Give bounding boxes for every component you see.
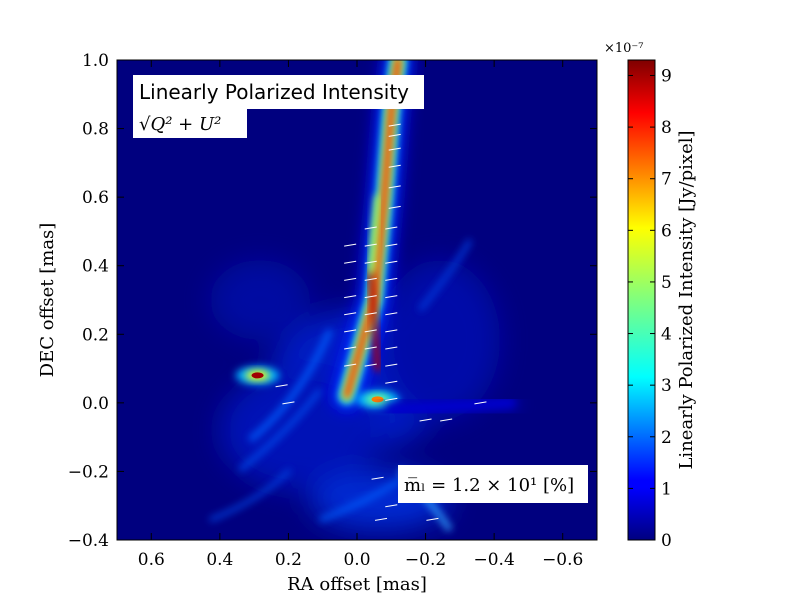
y-tick-label: 0.2 [82,325,109,345]
colorbar-tick-label: 2 [661,428,672,448]
evpa-vector [344,346,357,350]
colorbar-tick-label: 9 [661,66,672,86]
evpa-vector [275,384,288,388]
evpa-vector [385,504,398,508]
evpa-vector [385,346,398,350]
x-tick-label: −0.4 [474,550,515,570]
feature-west-arm [383,394,520,418]
y-tick-label: 0.0 [82,394,109,414]
colorbar [627,59,656,541]
y-tick-label: 1.0 [82,51,109,71]
evpa-vector [364,277,377,281]
evpa-vector [364,363,377,367]
evpa-vector [385,380,398,384]
x-tick-label: −0.6 [542,550,583,570]
evpa-vector [344,295,357,299]
evpa-vector [385,295,398,299]
y-tick-label: 0.8 [82,120,109,140]
label-box-mean [398,465,588,503]
colorbar-tick-label: 5 [661,273,672,293]
y-tick-label: 0.6 [82,188,109,208]
evpa-vector [385,277,398,281]
colorbar-tick-label: 0 [661,531,672,551]
evpa-vector [385,397,398,401]
evpa-vectors [275,123,487,521]
label-box-title [133,75,424,109]
colorbar-label: Linearly Polarized Intensity [Jy/pixel] [676,130,697,469]
evpa-vector [388,123,401,127]
evpa-vector [344,260,357,264]
colorbar-tick-label: 4 [661,325,672,345]
evpa-vector [385,226,398,230]
evpa-vector [282,401,295,405]
y-axis-ticks: −0.4 −0.2 0.0 0.2 0.4 0.6 0.8 1.0 [68,51,597,551]
label-box-formula [133,108,247,138]
x-tick-label: −0.2 [405,550,446,570]
y-tick-label: −0.4 [68,531,109,551]
x-tick-label: 0.4 [206,550,233,570]
mean-fractional-polarization-label: m̅ₗ = 1.2 × 10¹ [%] [404,475,574,496]
evpa-vector [364,329,377,333]
evpa-vector [385,312,398,316]
evpa-vector [364,243,377,247]
evpa-vector [344,243,357,247]
x-axis-ticks: 0.6 0.4 0.2 0.0 −0.2 −0.4 −0.6 [138,60,583,570]
y-axis-label: DEC offset [mas] [37,223,58,378]
evpa-vector [364,346,377,350]
evpa-vector [388,185,401,189]
evpa-vector [364,226,377,230]
evpa-vector [388,147,401,151]
evpa-vector [385,329,398,333]
evpa-vector [344,312,357,316]
evpa-vector [388,164,401,168]
colorbar-ticks: 0 1 2 3 4 5 6 7 8 9 [628,66,672,551]
evpa-vector [388,133,401,137]
evpa-vector [385,260,398,264]
evpa-vector [371,476,384,480]
colorbar-tick-label: 7 [661,170,672,190]
evpa-vector [344,363,357,367]
evpa-vector [385,243,398,247]
colorbar-tick-label: 6 [661,221,672,241]
evpa-vector [440,418,453,422]
colorbar-tick-label: 3 [661,376,672,396]
colorbar-tick-label: 8 [661,118,672,138]
evpa-vector [385,363,398,367]
evpa-vector [344,329,357,333]
x-tick-label: 0.6 [138,550,165,570]
x-axis-label: RA offset [mas] [287,574,427,595]
y-tick-label: −0.2 [68,462,109,482]
polarized-intensity-label: Linearly Polarized Intensity [139,80,409,104]
x-tick-label: 0.0 [343,550,370,570]
evpa-vector [364,312,377,316]
colorbar-multiplier: ×10⁻⁷ [604,41,644,56]
evpa-vector [374,517,388,521]
evpa-vector [388,205,401,209]
evpa-vector [419,418,432,422]
formula-label: √Q² + U² [139,114,221,135]
y-tick-label: 0.4 [82,257,109,277]
evpa-vector [344,277,357,281]
evpa-vector [426,517,439,521]
feature-knot-east [235,366,280,385]
evpa-vector [364,260,377,264]
colorbar-tick-label: 1 [661,479,672,499]
evpa-vector [364,295,377,299]
x-tick-label: 0.2 [275,550,302,570]
evpa-vector [474,401,487,405]
